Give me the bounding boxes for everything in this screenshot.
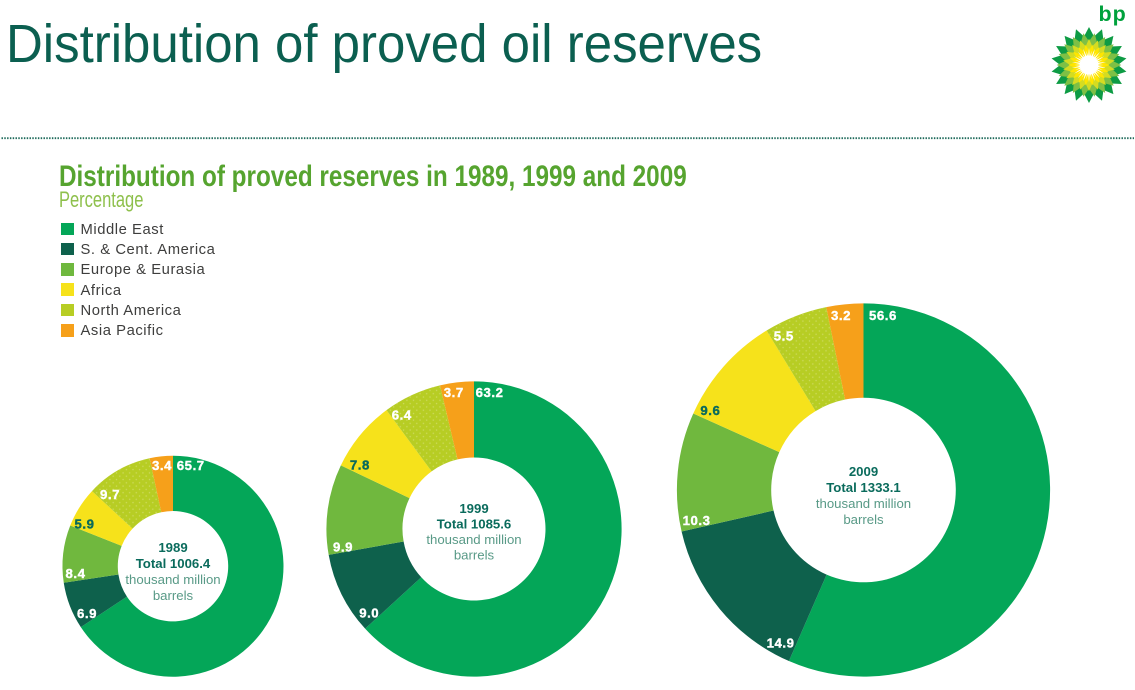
- svg-text:6.9: 6.9: [77, 606, 97, 621]
- svg-text:9.0: 9.0: [359, 606, 379, 621]
- svg-text:56.6: 56.6: [869, 308, 897, 323]
- svg-text:barrels: barrels: [454, 548, 495, 563]
- svg-text:6.4: 6.4: [392, 407, 412, 422]
- svg-text:9.7: 9.7: [100, 487, 120, 502]
- svg-text:barrels: barrels: [843, 512, 884, 527]
- svg-text:bp: bp: [1099, 2, 1127, 26]
- svg-text:1999: 1999: [459, 501, 488, 516]
- svg-text:5.5: 5.5: [774, 329, 794, 344]
- svg-text:65.7: 65.7: [177, 458, 205, 473]
- svg-text:Total 1006.4: Total 1006.4: [136, 556, 211, 571]
- svg-text:9.6: 9.6: [700, 403, 720, 418]
- svg-text:thousand million: thousand million: [426, 532, 521, 547]
- svg-text:63.2: 63.2: [476, 385, 504, 400]
- svg-text:10.3: 10.3: [683, 513, 711, 528]
- svg-text:1989: 1989: [158, 540, 187, 555]
- svg-text:7.8: 7.8: [350, 457, 370, 472]
- svg-text:3.4: 3.4: [152, 458, 172, 473]
- svg-text:9.9: 9.9: [333, 540, 353, 555]
- svg-text:Total 1085.6: Total 1085.6: [437, 517, 512, 532]
- svg-text:Total 1333.1: Total 1333.1: [826, 480, 901, 495]
- svg-text:3.2: 3.2: [831, 308, 851, 323]
- svg-text:thousand million: thousand million: [125, 572, 220, 587]
- svg-text:14.9: 14.9: [767, 636, 795, 651]
- svg-text:3.7: 3.7: [444, 385, 464, 400]
- svg-text:8.4: 8.4: [66, 566, 86, 581]
- svg-text:barrels: barrels: [153, 588, 194, 603]
- svg-text:5.9: 5.9: [75, 517, 95, 532]
- svg-text:thousand million: thousand million: [816, 496, 911, 511]
- svg-text:2009: 2009: [849, 464, 878, 479]
